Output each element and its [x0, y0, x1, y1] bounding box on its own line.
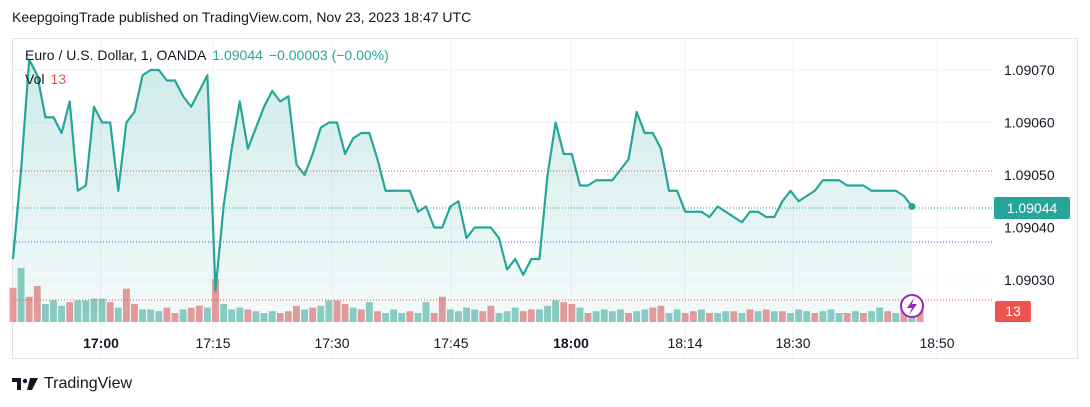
y-tick-label: 1.09060	[1004, 115, 1055, 131]
x-tick-label: 18:14	[667, 335, 702, 351]
volume-badge	[995, 301, 1031, 322]
price-line	[11, 58, 913, 292]
reference-lines	[13, 170, 993, 301]
tradingview-logo-icon[interactable]	[12, 377, 38, 391]
y-tick-label: 1.09040	[1004, 220, 1055, 236]
published-header: KeepgoingTrade published on TradingView.…	[12, 9, 472, 25]
axes: 1.09030 1.09040 1.09050 1.09060 1.09070 17:00…	[83, 62, 1070, 351]
tradingview-brand[interactable]: TradingView	[44, 375, 133, 392]
footer: TradingView	[12, 375, 132, 393]
price-change-value: −0.00003 (−0.00%)	[268, 47, 389, 63]
y-tick-label: 1.09050	[1004, 167, 1055, 183]
x-tick-label: 18:00	[553, 335, 589, 351]
last-price-value: 1.09044	[212, 47, 263, 63]
x-tick-label: 17:45	[433, 335, 468, 351]
chart-legend: Euro / U.S. Dollar, 1, OANDA 1.09044 −0.00…	[25, 47, 389, 63]
volume-badge-label: 13	[1005, 303, 1021, 319]
last-price-badge-label: 1.09044	[1007, 200, 1058, 216]
x-tick-label: 17:30	[314, 335, 349, 351]
price-area	[11, 58, 916, 323]
y-tick-label: 1.09070	[1004, 62, 1055, 78]
volume-bar	[916, 310, 924, 322]
symbol-label[interactable]: Euro / U.S. Dollar, 1, OANDA	[25, 47, 207, 63]
last-price-dot	[908, 203, 916, 210]
lightning-icon[interactable]	[900, 294, 924, 318]
volume-legend: Vol 13	[25, 71, 66, 87]
volume-value: 13	[50, 71, 67, 87]
volume-label[interactable]: Vol	[25, 71, 45, 87]
x-tick-label: 17:15	[195, 335, 230, 351]
x-tick-label: 18:30	[775, 335, 810, 351]
chart-frame	[12, 38, 1078, 359]
last-price-badge	[994, 197, 1070, 219]
x-tick-label: 17:00	[83, 335, 119, 351]
y-tick-label: 1.09030	[1004, 272, 1055, 288]
x-tick-label: 18:50	[919, 335, 954, 351]
price-area-fill	[13, 59, 912, 323]
